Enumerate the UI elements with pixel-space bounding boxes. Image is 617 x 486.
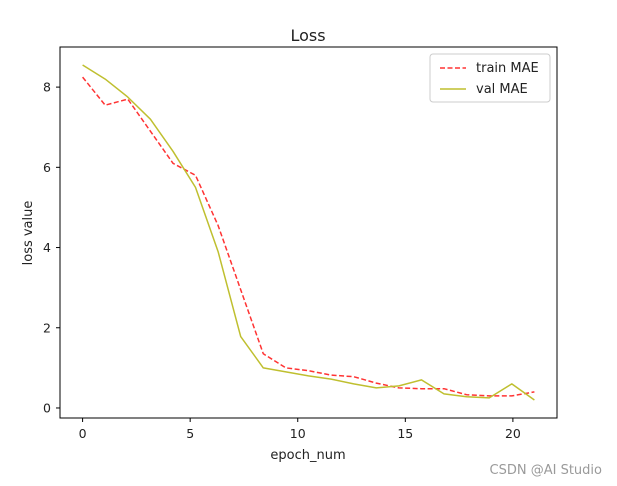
series-line-val-mae [82,64,535,401]
y-tick-label: 8 [43,80,51,95]
x-tick-label: 5 [186,426,194,441]
legend-box [429,53,551,103]
y-tick-label: 2 [43,320,51,335]
legend-label-train-mae: train MAE [476,61,539,76]
legend-label-val-mae: val MAE [476,82,528,97]
y-tick-label: 6 [43,160,51,175]
x-tick-label: 10 [290,426,306,441]
y-tick-label: 0 [43,400,51,415]
chart-title: Loss [290,26,325,45]
y-tick-label: 4 [43,240,51,255]
x-tick-label: 20 [505,426,521,441]
x-tick-label: 15 [397,426,413,441]
legend: train MAE val MAE [429,53,551,103]
plot-area [82,64,535,401]
series-line-train-mae [82,76,535,397]
y-axis-label: loss value [21,201,36,266]
x-axis-label: epoch_num [270,448,345,463]
watermark: CSDN @AI Studio [489,463,602,478]
x-tick-label: 0 [79,426,87,441]
x-axis: 0 5 10 15 20 [79,418,521,441]
y-axis: 0 2 4 6 8 [43,80,60,415]
axes-frame [59,46,558,419]
